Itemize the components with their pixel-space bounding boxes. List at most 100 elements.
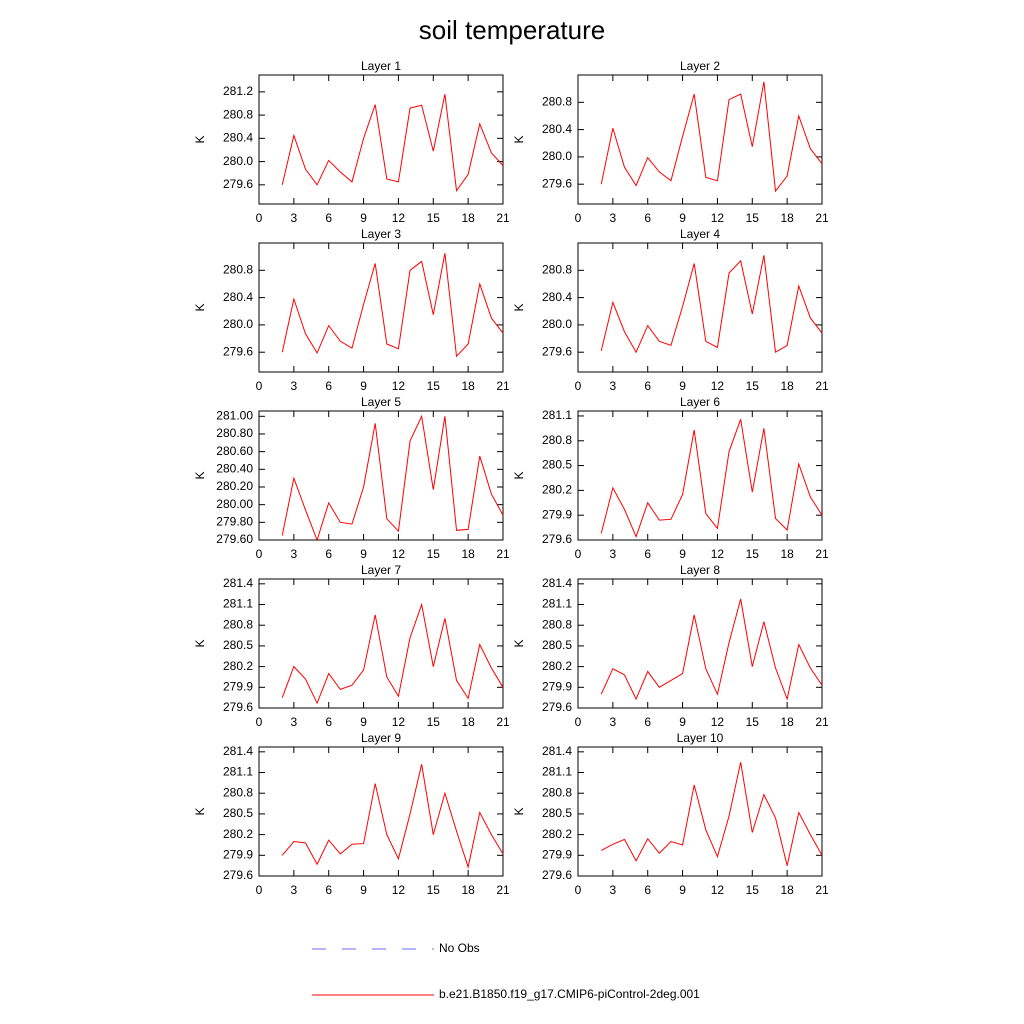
y-tick-label: 279.6 bbox=[223, 868, 253, 882]
x-tick-label: 18 bbox=[461, 211, 475, 225]
x-tick-label: 3 bbox=[610, 715, 617, 729]
data-line bbox=[600, 255, 823, 354]
plot-frame bbox=[258, 746, 504, 877]
y-axis-label: K bbox=[512, 303, 526, 311]
y-tick-label: 280.2 bbox=[223, 827, 253, 841]
x-tick-label: 18 bbox=[780, 379, 794, 393]
x-tick-label: 3 bbox=[291, 379, 298, 393]
y-axis-label: K bbox=[193, 303, 207, 311]
x-tick-label: 15 bbox=[746, 211, 760, 225]
x-tick-label: 12 bbox=[392, 547, 406, 561]
x-tick-label: 15 bbox=[746, 547, 760, 561]
data-line bbox=[600, 419, 823, 539]
panel-title: Layer 7 bbox=[361, 563, 401, 577]
x-tick-label: 0 bbox=[575, 379, 582, 393]
x-tick-label: 18 bbox=[780, 211, 794, 225]
panel-title: Layer 10 bbox=[677, 731, 724, 745]
x-tick-label: 9 bbox=[360, 379, 367, 393]
x-tick-label: 6 bbox=[644, 211, 651, 225]
x-tick-label: 21 bbox=[496, 547, 510, 561]
x-tick-label: 9 bbox=[360, 883, 367, 897]
y-tick-label: 280.0 bbox=[542, 317, 572, 331]
y-tick-label: 279.6 bbox=[542, 344, 572, 358]
panel-title: Layer 4 bbox=[680, 227, 720, 241]
x-tick-label: 21 bbox=[815, 211, 829, 225]
x-tick-label: 0 bbox=[256, 547, 263, 561]
y-axis-label: K bbox=[512, 135, 526, 143]
x-tick-label: 9 bbox=[679, 715, 686, 729]
y-tick-label: 279.9 bbox=[542, 507, 572, 521]
y-tick-label: 280.8 bbox=[542, 617, 572, 631]
y-tick-label: 279.6 bbox=[223, 700, 253, 714]
legend-label: No Obs bbox=[439, 941, 480, 955]
y-tick-label: 279.9 bbox=[542, 679, 572, 693]
x-tick-label: 21 bbox=[496, 883, 510, 897]
y-tick-label: 279.9 bbox=[223, 847, 253, 861]
x-tick-label: 9 bbox=[360, 211, 367, 225]
y-tick-label: 281.4 bbox=[542, 576, 572, 590]
plot-frame bbox=[258, 74, 504, 205]
y-tick-label: 280.2 bbox=[542, 827, 572, 841]
x-tick-label: 6 bbox=[325, 547, 332, 561]
plot-frame bbox=[577, 410, 823, 541]
y-tick-label: 280.5 bbox=[542, 806, 572, 820]
y-tick-label: 281.1 bbox=[542, 408, 572, 422]
x-tick-label: 3 bbox=[610, 211, 617, 225]
x-tick-label: 9 bbox=[679, 547, 686, 561]
x-tick-label: 0 bbox=[256, 715, 263, 729]
data-line bbox=[281, 414, 504, 542]
x-tick-label: 15 bbox=[746, 379, 760, 393]
y-tick-label: 281.1 bbox=[542, 597, 572, 611]
y-axis-label: K bbox=[193, 639, 207, 647]
x-tick-label: 18 bbox=[461, 883, 475, 897]
x-tick-label: 12 bbox=[711, 715, 725, 729]
panel-title: Layer 3 bbox=[361, 227, 401, 241]
x-tick-label: 12 bbox=[711, 211, 725, 225]
x-tick-label: 15 bbox=[746, 715, 760, 729]
x-tick-label: 6 bbox=[644, 883, 651, 897]
x-tick-label: 6 bbox=[644, 379, 651, 393]
x-tick-label: 12 bbox=[711, 547, 725, 561]
plot-frame bbox=[258, 410, 504, 541]
y-tick-label: 279.6 bbox=[542, 176, 572, 190]
x-tick-label: 21 bbox=[815, 715, 829, 729]
x-tick-label: 0 bbox=[575, 547, 582, 561]
x-tick-label: 21 bbox=[815, 883, 829, 897]
x-tick-label: 18 bbox=[780, 715, 794, 729]
x-tick-label: 18 bbox=[461, 379, 475, 393]
data-line bbox=[281, 602, 504, 705]
y-tick-label: 280.60 bbox=[216, 444, 253, 458]
x-tick-label: 0 bbox=[575, 211, 582, 225]
y-tick-label: 280.2 bbox=[223, 659, 253, 673]
y-tick-label: 280.8 bbox=[223, 107, 253, 121]
y-axis-label: K bbox=[512, 639, 526, 647]
y-tick-label: 280.0 bbox=[542, 149, 572, 163]
y-tick-label: 280.5 bbox=[223, 638, 253, 652]
x-tick-label: 21 bbox=[815, 547, 829, 561]
x-tick-label: 3 bbox=[291, 547, 298, 561]
y-tick-label: 281.00 bbox=[216, 408, 253, 422]
plot-frame bbox=[258, 242, 504, 373]
y-axis-label: K bbox=[193, 471, 207, 479]
y-tick-label: 280.8 bbox=[223, 262, 253, 276]
x-tick-label: 15 bbox=[427, 379, 441, 393]
y-tick-label: 281.4 bbox=[223, 576, 253, 590]
x-tick-label: 6 bbox=[325, 883, 332, 897]
y-tick-label: 280.2 bbox=[542, 659, 572, 673]
plot-frame bbox=[577, 746, 823, 877]
x-tick-label: 9 bbox=[679, 211, 686, 225]
y-tick-label: 280.80 bbox=[216, 426, 253, 440]
data-line bbox=[281, 94, 504, 192]
legend-label: b.e21.B1850.f19_g17.CMIP6-piControl-2deg… bbox=[439, 987, 700, 1001]
x-tick-label: 9 bbox=[360, 715, 367, 729]
plot-frame bbox=[258, 578, 504, 709]
x-tick-label: 0 bbox=[256, 883, 263, 897]
x-tick-label: 18 bbox=[780, 547, 794, 561]
y-tick-label: 279.6 bbox=[542, 868, 572, 882]
y-tick-label: 281.1 bbox=[542, 765, 572, 779]
data-line bbox=[281, 764, 504, 869]
panel-title: Layer 6 bbox=[680, 395, 720, 409]
x-tick-label: 12 bbox=[392, 211, 406, 225]
